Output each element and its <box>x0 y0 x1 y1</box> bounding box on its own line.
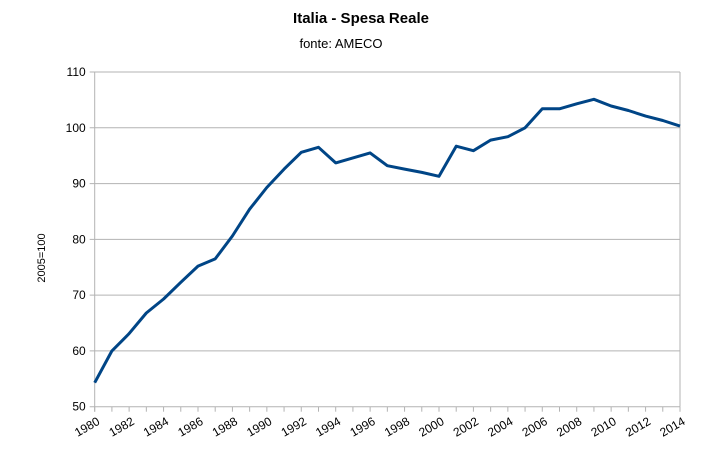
x-tick-label: 1992 <box>279 414 309 440</box>
x-tick-label: 2002 <box>451 414 481 440</box>
x-tick-label: 1996 <box>348 414 378 440</box>
x-tick-label: 1986 <box>175 414 205 440</box>
x-tick-label: 1988 <box>210 414 240 440</box>
x-tick-label: 2008 <box>554 414 584 440</box>
x-tick-label: 1994 <box>313 414 343 440</box>
y-axis-label: 2005=100 <box>36 233 48 282</box>
x-tick-label: 1982 <box>107 414 137 440</box>
chart-title: Italia - Spesa Reale <box>293 10 429 27</box>
x-tick-label: 1990 <box>244 414 274 440</box>
y-tick-label: 80 <box>72 232 86 246</box>
x-tick-label: 2010 <box>589 414 619 440</box>
series-line <box>93 97 681 384</box>
x-tick-label: 1998 <box>382 414 412 440</box>
x-tick-label: 1984 <box>141 414 171 440</box>
chart-subtitle: fonte: AMECO <box>299 36 382 51</box>
x-tick-label: 2004 <box>485 414 515 440</box>
y-tick-label: 50 <box>72 400 86 414</box>
x-tick-label: 2006 <box>520 414 550 440</box>
y-tick-label: 100 <box>66 121 86 135</box>
y-tick-label: 110 <box>67 65 86 79</box>
y-tick-label: 90 <box>72 177 86 191</box>
x-tick-label: 1980 <box>72 414 102 440</box>
x-tick-label: 2012 <box>623 414 653 440</box>
y-tick-label: 60 <box>72 344 86 358</box>
x-tick-label: 2014 <box>657 414 687 440</box>
y-tick-label: 70 <box>72 288 86 302</box>
x-tick-label: 2000 <box>416 414 446 440</box>
